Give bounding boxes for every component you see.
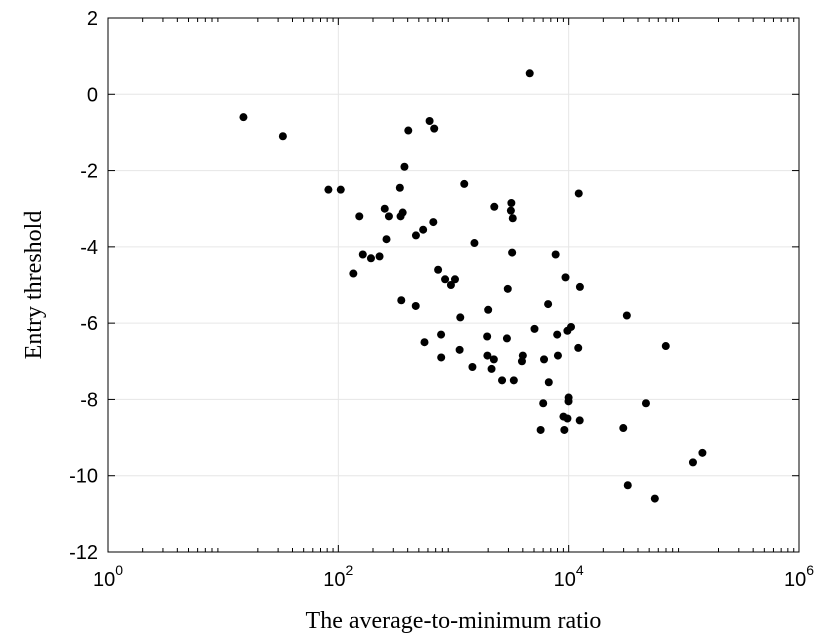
- data-point: [382, 235, 391, 244]
- data-point: [560, 425, 569, 434]
- data-point: [641, 399, 650, 408]
- data-point: [430, 124, 439, 133]
- y-tick-label: -4: [80, 237, 98, 259]
- data-point: [503, 284, 512, 293]
- data-point: [487, 364, 496, 373]
- data-point: [539, 399, 548, 408]
- axis-ticks: [107, 17, 800, 553]
- data-point: [490, 202, 499, 211]
- data-point: [441, 275, 450, 284]
- data-point: [434, 265, 443, 274]
- data-point: [411, 231, 420, 240]
- y-tick-label: 0: [87, 84, 98, 106]
- data-point: [540, 355, 549, 364]
- data-point: [395, 183, 404, 192]
- data-point: [380, 204, 389, 213]
- data-point: [437, 353, 446, 362]
- data-point: [508, 214, 517, 223]
- data-point: [411, 301, 420, 310]
- data-point: [400, 162, 409, 171]
- y-tick-label: -8: [80, 389, 98, 411]
- data-point: [575, 282, 584, 291]
- data-point: [553, 351, 562, 360]
- data-point: [563, 414, 572, 423]
- data-point: [544, 378, 553, 387]
- x-tick-label: 100: [93, 562, 123, 591]
- data-point: [397, 296, 406, 305]
- data-points: [239, 69, 707, 503]
- data-point: [525, 69, 534, 78]
- y-tick-label: -2: [80, 161, 98, 183]
- x-tick-label: 102: [323, 562, 353, 591]
- y-tick-label: 2: [87, 8, 98, 30]
- data-point: [553, 330, 562, 339]
- data-point: [470, 239, 479, 248]
- data-point: [358, 250, 367, 259]
- data-point: [622, 311, 631, 320]
- data-point: [384, 212, 393, 221]
- data-point: [483, 332, 492, 341]
- data-point: [484, 305, 493, 314]
- data-point: [623, 481, 632, 490]
- y-axis-label: Entry threshold: [21, 211, 47, 360]
- data-point: [404, 126, 413, 135]
- data-point: [437, 330, 446, 339]
- data-point: [536, 425, 545, 434]
- data-point: [420, 338, 429, 347]
- data-point: [455, 345, 464, 354]
- data-point: [544, 300, 553, 309]
- data-point: [398, 208, 407, 217]
- data-point: [239, 113, 248, 122]
- data-point: [509, 376, 518, 385]
- x-tick-label: 104: [554, 562, 584, 591]
- data-point: [574, 189, 583, 198]
- data-point: [349, 269, 358, 278]
- data-point: [518, 351, 527, 360]
- data-point: [425, 116, 434, 125]
- data-point: [336, 185, 345, 194]
- y-tick-label: -6: [80, 313, 98, 335]
- data-point: [429, 218, 438, 227]
- plot-frame: [107, 17, 800, 553]
- data-point: [530, 324, 539, 333]
- data-point: [375, 252, 384, 261]
- data-point: [506, 206, 515, 215]
- data-point: [574, 343, 583, 352]
- x-tick-labels: 100 102 104 106: [93, 562, 814, 591]
- data-point: [698, 448, 707, 457]
- data-point: [561, 273, 570, 282]
- y-tick-label: -10: [69, 466, 98, 488]
- data-point: [508, 248, 517, 257]
- data-point: [355, 212, 364, 221]
- x-tick-label: 106: [784, 562, 814, 591]
- data-point: [661, 342, 670, 351]
- data-point: [366, 254, 375, 263]
- data-point: [502, 334, 511, 343]
- data-point: [483, 351, 492, 360]
- data-point: [450, 275, 459, 284]
- data-point: [446, 281, 455, 289]
- x-axis-label: The average-to-minimum ratio: [306, 608, 602, 634]
- data-point: [650, 494, 659, 503]
- data-point: [688, 458, 697, 467]
- data-point: [498, 376, 507, 385]
- y-tick-label: -12: [69, 542, 98, 564]
- data-point: [324, 185, 333, 194]
- data-point: [567, 322, 576, 331]
- y-tick-labels: 2 0 -2 -4 -6 -8 -10 -12: [69, 8, 98, 564]
- data-point: [507, 198, 516, 207]
- data-point: [619, 424, 628, 433]
- data-point: [551, 250, 560, 259]
- data-point: [278, 132, 287, 141]
- data-point: [460, 179, 469, 188]
- data-point: [575, 416, 584, 425]
- data-point: [456, 313, 465, 322]
- data-point: [489, 355, 498, 364]
- data-point: [468, 363, 477, 372]
- data-point: [419, 225, 428, 234]
- data-point: [564, 393, 573, 402]
